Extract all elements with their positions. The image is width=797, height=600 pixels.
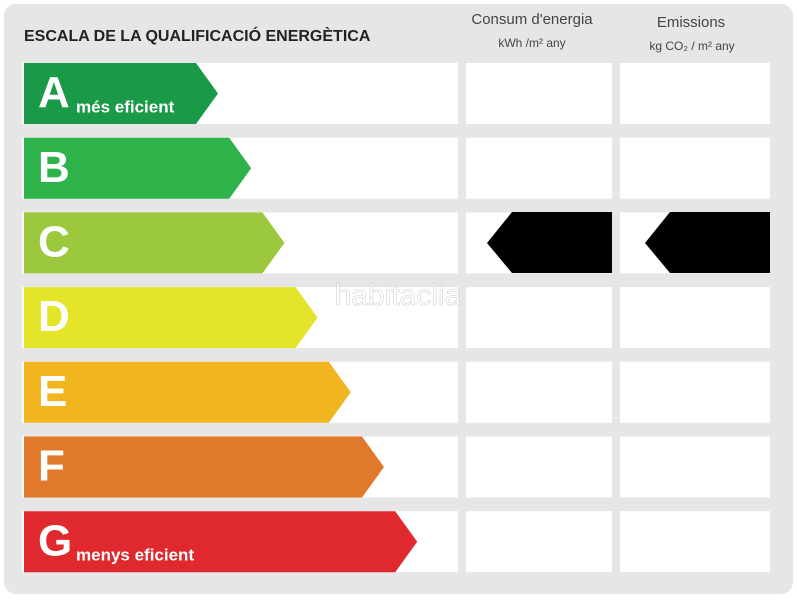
label-title: ESCALA DE LA QUALIFICACIÓ ENERGÈTICA: [24, 26, 371, 45]
rating-arrow: [24, 63, 218, 124]
rating-letter: E: [38, 367, 67, 416]
value-cell: [620, 361, 770, 423]
rating-arrow: [24, 361, 351, 423]
value-cell: [620, 511, 770, 573]
value-cell: [466, 436, 612, 498]
rating-note: menys eficient: [76, 546, 194, 565]
rating-indicator: [645, 212, 770, 273]
rating-letter: F: [38, 442, 65, 491]
rating-letter: C: [38, 218, 70, 267]
rating-arrow: [24, 436, 384, 498]
rating-arrow: [24, 511, 418, 573]
rating-arrow: [24, 212, 285, 274]
column-title: Consum d'energia: [471, 11, 593, 28]
rating-arrow: [24, 287, 318, 349]
value-cell: [620, 63, 770, 124]
value-cell: [466, 287, 612, 349]
watermark: habitaclia: [335, 279, 462, 312]
column-unit: kWh /m² any: [498, 36, 565, 50]
value-cell: [466, 511, 612, 573]
value-cell: [620, 137, 770, 199]
value-cell: [620, 436, 770, 498]
rating-note: més eficient: [76, 97, 175, 116]
column-unit: kg CO₂ / m² any: [649, 39, 734, 53]
rating-arrow: [24, 137, 252, 199]
rating-letter: D: [38, 292, 70, 341]
column-title: Emissions: [657, 14, 725, 31]
value-cell: [466, 63, 612, 124]
value-cell: [466, 361, 612, 423]
rating-letter: A: [38, 68, 70, 117]
rating-indicator: [487, 212, 612, 273]
value-cell: [620, 287, 770, 349]
rating-letter: B: [38, 143, 70, 192]
rating-letter: G: [38, 516, 72, 565]
value-cell: [466, 137, 612, 199]
